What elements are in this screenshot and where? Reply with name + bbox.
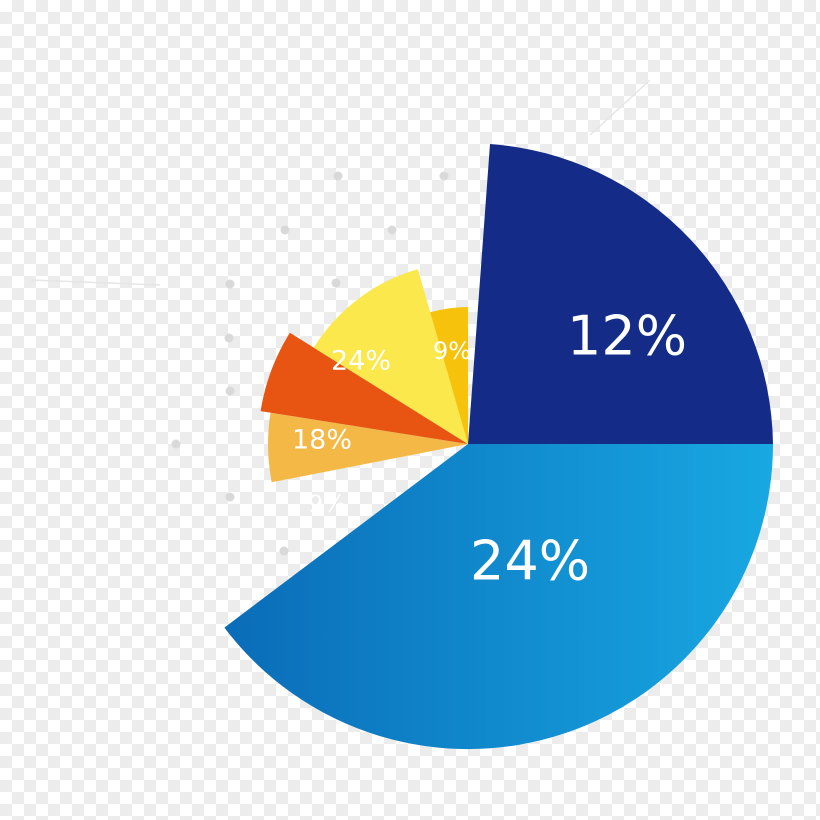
pie-slice-1 [224, 444, 773, 750]
decor-lines [29, 79, 651, 286]
slice-label-2: 12% [567, 305, 687, 368]
pie-slice-3 [430, 307, 468, 444]
pie-slice-4 [313, 269, 468, 444]
decorative-dots [171, 171, 449, 556]
decor-dot [225, 492, 235, 502]
pie-slice-6 [268, 412, 468, 483]
decor-dot [331, 278, 341, 288]
decor-dot [387, 225, 397, 235]
decor-dot [439, 171, 449, 181]
slice-label-1: 24% [470, 530, 590, 593]
decor-dot [171, 439, 181, 449]
decor-dot [279, 546, 289, 556]
pie-slices [224, 144, 773, 750]
decor-dot [225, 386, 235, 396]
decor-dot [224, 333, 234, 343]
slice-labels: 9% 18% 24% 9% 12% 24% [292, 305, 687, 593]
pie-slice-2 [468, 144, 773, 444]
slice-label-3: 9% [433, 337, 471, 365]
slice-label-5: 18% [292, 425, 352, 456]
slice-label-6: 9% [308, 490, 346, 518]
decor-dot [225, 279, 235, 289]
pie-slice-5 [260, 332, 468, 444]
slice-label-4: 24% [331, 346, 391, 377]
decor-dot [280, 225, 290, 235]
decor-dot [333, 171, 343, 181]
